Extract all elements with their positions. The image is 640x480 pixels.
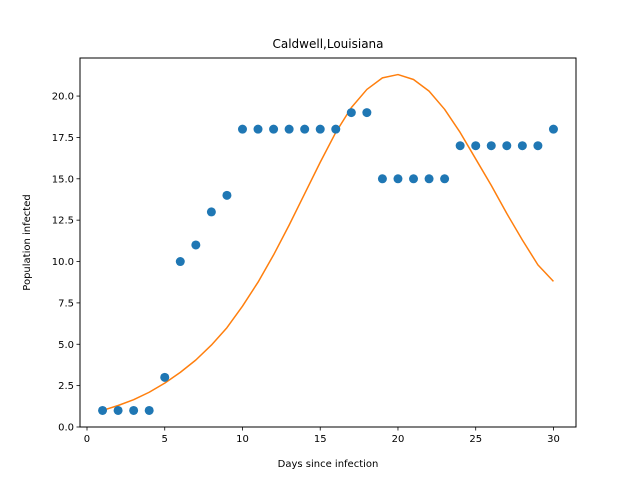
- data-point: [269, 124, 279, 134]
- y-tick-label: 10.0: [52, 257, 74, 268]
- data-point: [424, 174, 434, 184]
- y-tick-label: 7.5: [58, 298, 74, 309]
- data-point: [409, 174, 419, 184]
- data-point: [160, 372, 170, 382]
- y-axis: 0.0 2.5 5.0 7.5 10.0 12.5 15.0 17.5 20.0: [52, 92, 80, 434]
- x-tick-label: 20: [392, 434, 405, 445]
- plot-area: [98, 73, 558, 415]
- data-point: [548, 124, 558, 134]
- data-point: [113, 405, 123, 415]
- data-point: [331, 124, 341, 134]
- x-tick-label: 0: [84, 434, 90, 445]
- data-point: [206, 207, 216, 217]
- y-tick-label: 2.5: [58, 381, 74, 392]
- axes-frame: [79, 57, 577, 428]
- data-point: [346, 108, 356, 118]
- data-point: [502, 141, 512, 151]
- fit-curve-line: [102, 73, 554, 412]
- x-tick-label: 25: [469, 434, 482, 445]
- chart-title: Caldwell,Louisiana: [272, 37, 383, 51]
- data-point: [362, 108, 372, 118]
- data-point: [284, 124, 294, 134]
- data-point: [486, 141, 496, 151]
- data-point: [129, 405, 139, 415]
- data-point: [471, 141, 481, 151]
- x-tick-label: 5: [162, 434, 168, 445]
- data-point: [237, 124, 247, 134]
- data-point: [533, 141, 543, 151]
- x-tick-label: 30: [547, 434, 560, 445]
- x-tick-label: 15: [314, 434, 327, 445]
- data-point: [393, 174, 403, 184]
- data-point: [440, 174, 450, 184]
- x-axis: 0 5 10 15 20 25 30: [84, 427, 560, 445]
- data-point: [144, 405, 154, 415]
- y-tick-label: 5.0: [58, 340, 74, 351]
- data-point: [377, 174, 387, 184]
- data-point: [175, 257, 185, 267]
- y-tick-label: 15.0: [52, 174, 74, 185]
- y-axis-label: Population infected: [22, 194, 33, 290]
- data-point: [222, 190, 232, 200]
- data-point: [315, 124, 325, 134]
- data-point: [98, 405, 108, 415]
- x-axis-label: Days since infection: [278, 459, 379, 470]
- data-point: [455, 141, 465, 151]
- y-tick-label: 12.5: [52, 216, 74, 227]
- data-point: [253, 124, 263, 134]
- y-tick-label: 0.0: [58, 423, 74, 434]
- y-tick-label: 20.0: [52, 92, 74, 103]
- x-tick-label: 10: [236, 434, 249, 445]
- data-point: [300, 124, 310, 134]
- data-point: [191, 240, 201, 250]
- y-tick-label: 17.5: [52, 133, 74, 144]
- data-point: [517, 141, 527, 151]
